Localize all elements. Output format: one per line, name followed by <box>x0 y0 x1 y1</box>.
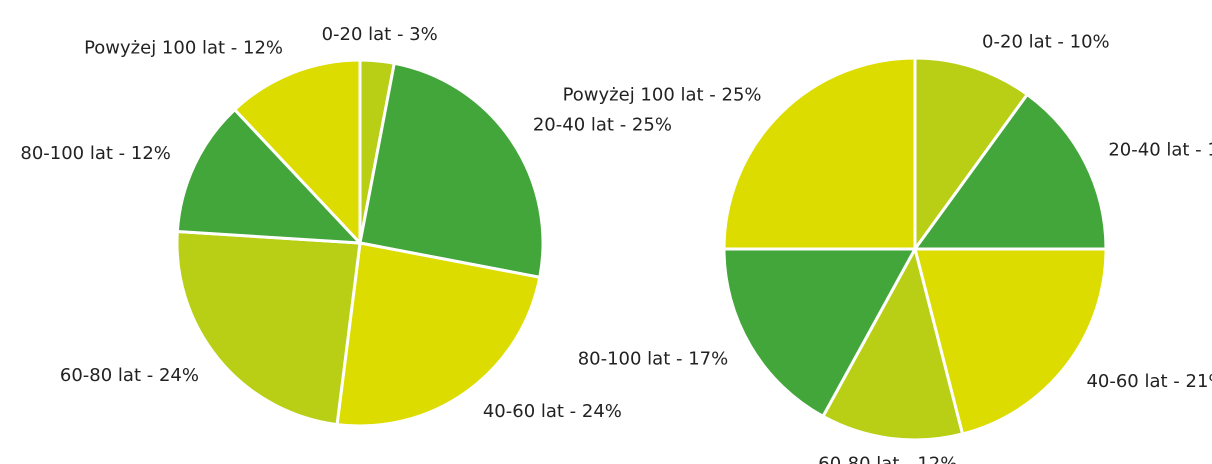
slice-label: 20-40 lat - 15% <box>1108 139 1212 160</box>
slice-label: 60-80 lat - 24% <box>60 365 199 386</box>
pie-slice <box>913 92 1108 251</box>
slice-label: 0-20 lat - 3% <box>322 24 438 45</box>
slice-label: 0-20 lat - 10% <box>982 32 1110 53</box>
slice-label: 60-80 lat - 12% <box>818 453 957 464</box>
pie-slice <box>358 61 545 279</box>
pie-slice <box>335 241 542 428</box>
pie-slice <box>722 247 917 418</box>
slice-label: 40-60 lat - 24% <box>483 401 622 422</box>
slice-label: 40-60 lat - 21% <box>1086 371 1212 392</box>
slice-label: Powyżej 100 lat - 25% <box>563 85 762 106</box>
slice-label: 80-100 lat - 17% <box>578 348 729 369</box>
pie-slice <box>821 247 964 442</box>
slice-label: 80-100 lat - 12% <box>20 143 171 164</box>
pie-slice <box>913 247 1108 436</box>
pie-slice <box>175 108 362 245</box>
pie-slice <box>722 56 917 251</box>
pie-slice <box>175 230 362 427</box>
slice-label: Powyżej 100 lat - 12% <box>84 38 283 59</box>
pie-slice <box>233 58 362 245</box>
pie-slice <box>913 56 1029 251</box>
slice-label: 20-40 lat - 25% <box>533 115 672 136</box>
